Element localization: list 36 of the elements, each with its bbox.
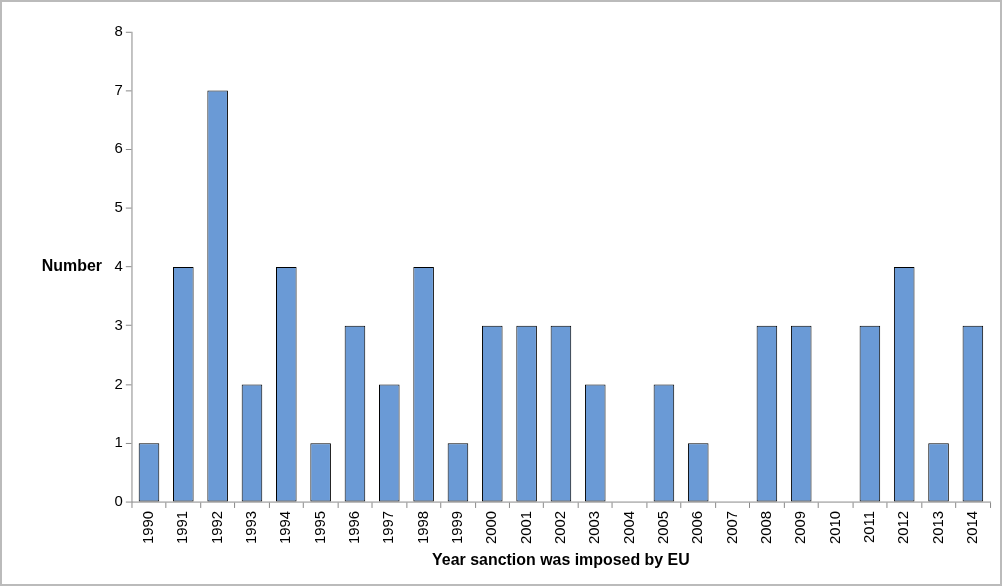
x-tick-label: 2008: [758, 510, 775, 545]
y-tick-label: 0: [114, 493, 123, 510]
y-tick-label: 6: [114, 140, 123, 157]
y-tick-label: 2: [114, 375, 123, 392]
x-tick-label: 1997: [380, 510, 397, 545]
x-tick-label: 2012: [895, 510, 912, 545]
x-tick-label: 2003: [586, 510, 603, 545]
y-tick-label: 5: [114, 199, 123, 216]
y-tick-label: 8: [114, 22, 123, 39]
x-tick-label: 2009: [792, 510, 809, 545]
x-tick-label: 1999: [449, 510, 466, 545]
x-tick-label: 2001: [517, 510, 534, 545]
x-tick-label: 1996: [346, 510, 363, 545]
x-tick-label: 1998: [414, 510, 431, 545]
y-axis-title: Number: [41, 257, 103, 275]
y-tick-label: 7: [114, 81, 123, 98]
x-axis-title: Year sanction was imposed by EU: [432, 550, 690, 568]
x-tick-label: 2010: [826, 510, 843, 545]
x-tick-label: 2013: [929, 510, 946, 545]
x-tick-label: 1991: [174, 510, 191, 545]
x-tick-label: 2004: [620, 510, 637, 545]
x-tick-label: 1990: [140, 510, 157, 545]
x-tick-label: 1994: [277, 510, 294, 545]
x-tick-label: 2005: [655, 510, 672, 545]
x-tick-label: 1992: [208, 510, 225, 545]
y-tick-label: 4: [114, 258, 123, 274]
x-tick-label: 2007: [723, 510, 740, 545]
y-tick-label: 3: [114, 316, 123, 333]
x-tick-label: 2006: [689, 510, 706, 545]
x-tick-label: 2011: [860, 510, 878, 543]
x-tick-label: 1995: [311, 510, 328, 545]
x-tick-label: 2002: [552, 510, 569, 545]
x-tick-label: 1993: [243, 510, 260, 545]
x-tick-label: 2014: [963, 510, 980, 545]
x-tick-label: 2000: [483, 510, 500, 545]
y-tick-label: 1: [114, 434, 123, 451]
